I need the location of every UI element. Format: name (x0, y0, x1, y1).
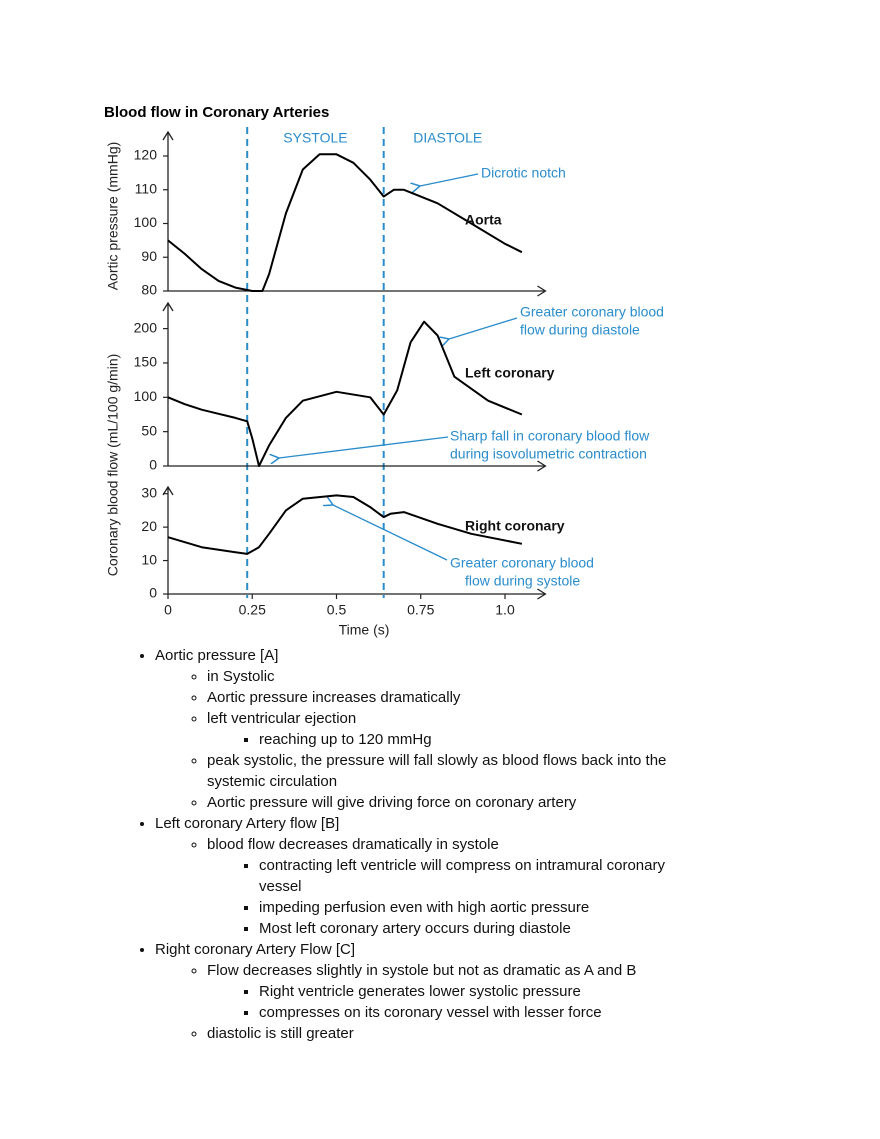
y-tick-label: 100 (134, 214, 158, 230)
y-axis-label: Coronary blood flow (mL/100 g/min) (105, 354, 121, 577)
bullet-item: Left coronary Artery flow [B] blood flow … (155, 813, 703, 939)
arrow (333, 505, 448, 561)
bullet-text: impeding perfusion even with high aortic… (259, 899, 590, 916)
sub-list: blood flow decreases dramatically in sys… (155, 834, 703, 939)
phase-label: DIASTOLE (413, 130, 482, 146)
bullet-item: Right coronary Artery Flow [C] Flow decre… (155, 939, 703, 1044)
bullet-text: reaching up to 120 mmHg (259, 731, 432, 748)
annotation: Greater coronary blood (450, 555, 594, 571)
annotation: Greater coronary blood (520, 304, 664, 320)
series-label: Left coronary (465, 365, 555, 381)
y-tick-label: 150 (134, 354, 158, 370)
bullet-text: Flow decreases slightly in systole but n… (207, 962, 637, 979)
axis-arrow (162, 301, 174, 312)
axis-arrow (162, 485, 174, 496)
y-tick-label: 90 (141, 248, 157, 264)
axis-arrow (537, 460, 547, 472)
bullet-item: reaching up to 120 mmHg (259, 729, 703, 750)
bullet-text: Left coronary Artery flow [B] (155, 815, 340, 832)
bullet-item: Aortic pressure increases dramatically (207, 687, 703, 708)
y-tick-label: 10 (141, 551, 157, 567)
sub-list: reaching up to 120 mmHg (207, 729, 703, 750)
sub-list: in Systolic Aortic pressure increases dra… (155, 666, 703, 813)
y-tick-label: 200 (134, 319, 158, 335)
curve (167, 494, 523, 555)
bullet-text: Aortic pressure will give driving force … (207, 794, 577, 811)
bullet-text: compresses on its coronary vessel with l… (259, 1004, 602, 1021)
y-tick-label: 30 (141, 484, 157, 500)
bullet-text: Most left coronary artery occurs during … (259, 920, 571, 937)
y-tick-label: 100 (134, 388, 158, 404)
bullet-item: contracting left ventricle will compress… (259, 855, 703, 897)
y-tick-label: 110 (135, 180, 158, 196)
x-tick-label: 0.75 (407, 602, 434, 618)
x-axis-label: Time (s) (339, 622, 390, 638)
bullet-text: in Systolic (207, 668, 275, 685)
bullet-text: diastolic is still greater (207, 1025, 354, 1042)
axis-arrow (537, 588, 547, 600)
bullet-text: Aortic pressure increases dramatically (207, 689, 461, 706)
bullet-item: in Systolic (207, 666, 703, 687)
annotation: Dicrotic notch (481, 165, 566, 181)
axis-arrow (162, 130, 174, 141)
bullet-text: left ventricular ejection (207, 710, 357, 727)
arrow (449, 317, 518, 339)
bullet-item: Aortic pressure will give driving force … (207, 792, 703, 813)
sub-list: contracting left ventricle will compress… (207, 855, 703, 939)
bullet-text: Right ventricle generates lower systolic… (259, 983, 581, 1000)
y-tick-label: 0 (149, 457, 157, 473)
y-tick-label: 50 (141, 422, 157, 438)
arrow (279, 436, 449, 458)
title: Blood flow in Coronary Arteries (104, 104, 330, 121)
bullet-item: Flow decreases slightly in systole but n… (207, 960, 703, 1023)
y-tick-label: 80 (141, 282, 157, 298)
bullet-text: blood flow decreases dramatically in sys… (207, 836, 499, 853)
x-tick-label: 0.25 (239, 602, 266, 618)
y-tick-label: 0 (149, 585, 157, 601)
outline: Aortic pressure [A] in Systolic Aortic pre… (155, 645, 703, 1044)
bullet-item: diastolic is still greater (207, 1023, 703, 1044)
annotation: flow during diastole (520, 322, 640, 338)
bullet-text: Aortic pressure [A] (155, 647, 279, 664)
arrow (420, 173, 479, 186)
sub-list: Flow decreases slightly in systole but n… (155, 960, 703, 1044)
annotation: during isovolumetric contraction (450, 446, 647, 462)
x-tick-label: 0.5 (327, 602, 347, 618)
axis-arrow (537, 285, 547, 297)
bullet-text: contracting left ventricle will compress… (259, 857, 665, 895)
curve (167, 153, 523, 292)
bullet-item: left ventricular ejection reaching up to … (207, 708, 703, 750)
bullet-item: peak systolic, the pressure will fall sl… (207, 750, 703, 792)
bullet-item: Most left coronary artery occurs during … (259, 918, 703, 939)
bullet-text: peak systolic, the pressure will fall sl… (207, 752, 667, 790)
x-tick-label: 0 (164, 602, 172, 618)
series-label: Right coronary (465, 518, 565, 534)
x-tick-label: 1.0 (495, 602, 515, 618)
y-tick-label: 120 (134, 147, 158, 163)
y-axis-label: Aortic pressure (mmHg) (105, 142, 121, 291)
y-tick-label: 20 (141, 518, 157, 534)
bullet-item: blood flow decreases dramatically in sys… (207, 834, 703, 939)
series-label: Aorta (465, 212, 502, 228)
annotation-arrows (279, 173, 518, 561)
curve (167, 320, 523, 467)
bullet-item: compresses on its coronary vessel with l… (259, 1002, 703, 1023)
annotation: flow during systole (465, 573, 580, 589)
sub-list: Right ventricle generates lower systolic… (207, 981, 703, 1023)
bullet-item: Aortic pressure [A] in Systolic Aortic pre… (155, 645, 703, 813)
phase-label: SYSTOLE (283, 130, 347, 146)
bullet-item: Right ventricle generates lower systolic… (259, 981, 703, 1002)
bullet-text: Right coronary Artery Flow [C] (155, 941, 356, 958)
annotation: Sharp fall in coronary blood flow (450, 428, 650, 444)
bullet-item: impeding perfusion even with high aortic… (259, 897, 703, 918)
